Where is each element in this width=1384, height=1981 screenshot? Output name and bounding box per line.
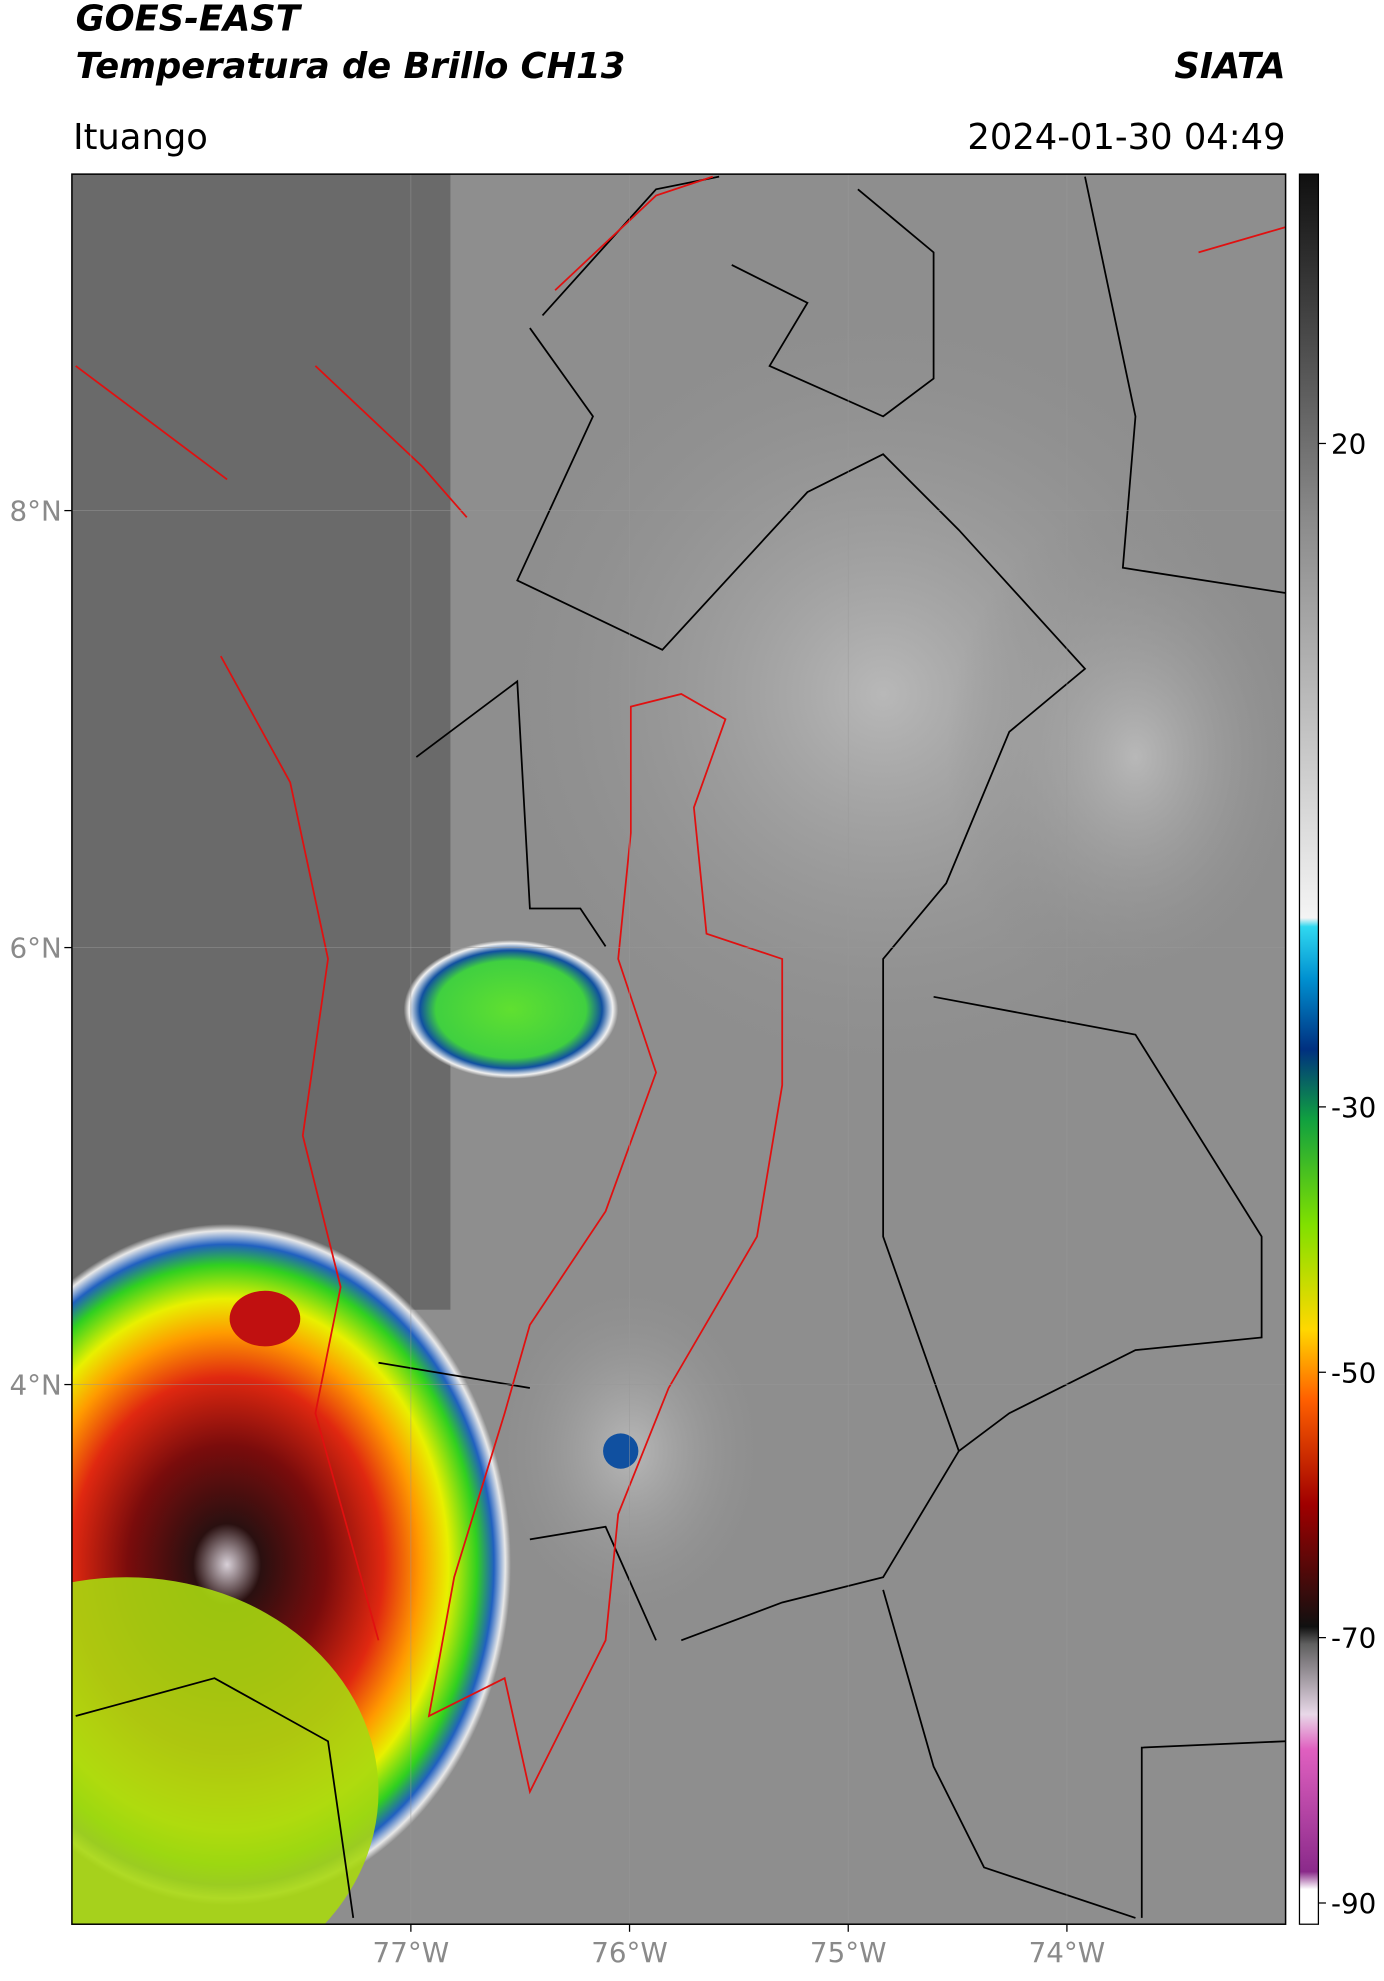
location: Ituango bbox=[73, 117, 208, 158]
colorbar-tick-label: -30 bbox=[1331, 1091, 1376, 1124]
lat-tick-label: 8°N bbox=[10, 495, 62, 528]
colorbar-tick-label: -70 bbox=[1331, 1622, 1376, 1655]
subtitle: Temperatura de Brillo CH13 bbox=[76, 46, 626, 87]
map-frame bbox=[71, 173, 1287, 1925]
lon-tick-label: 77°W bbox=[373, 1936, 450, 1969]
title: GOES-EAST bbox=[76, 0, 303, 39]
lon-tick-label: 75°W bbox=[810, 1936, 887, 1969]
colorbar-tick-label: -50 bbox=[1331, 1356, 1376, 1389]
lat-tick-label: 4°N bbox=[10, 1369, 62, 1402]
lon-tick-label: 76°W bbox=[591, 1936, 668, 1969]
colorbar bbox=[1298, 173, 1320, 1925]
brand: SIATA bbox=[1174, 46, 1285, 87]
graticule bbox=[71, 174, 1286, 1925]
datetime: 2024-01-30 04:49 bbox=[967, 117, 1285, 158]
lat-tick-label: 6°N bbox=[10, 932, 62, 965]
map-image bbox=[71, 174, 1286, 1925]
colorbar-tick-label: 20 bbox=[1331, 428, 1366, 461]
lon-tick-label: 74°W bbox=[1029, 1936, 1106, 1969]
colorbar-tick-label: -90 bbox=[1331, 1887, 1376, 1920]
